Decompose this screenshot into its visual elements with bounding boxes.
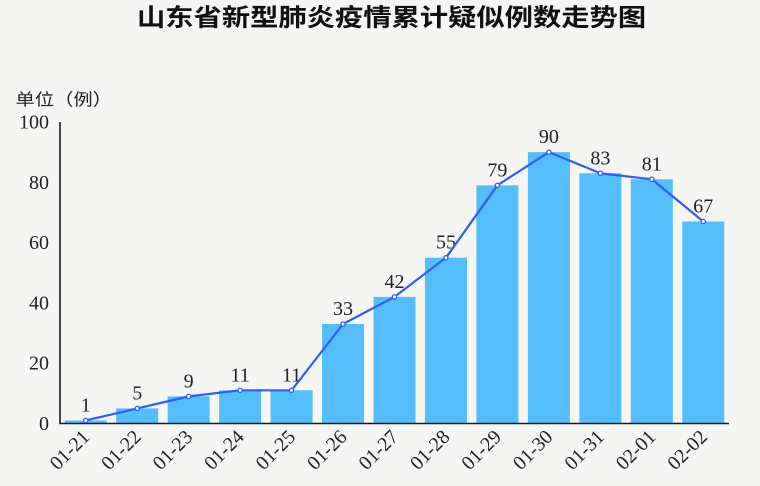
svg-text:40: 40 bbox=[29, 292, 49, 314]
svg-text:100: 100 bbox=[19, 112, 49, 134]
svg-text:5: 5 bbox=[132, 382, 142, 404]
svg-text:0: 0 bbox=[39, 413, 49, 435]
svg-text:55: 55 bbox=[436, 232, 456, 254]
svg-text:79: 79 bbox=[487, 159, 507, 181]
svg-text:80: 80 bbox=[29, 172, 49, 194]
svg-text:60: 60 bbox=[29, 232, 49, 254]
svg-text:83: 83 bbox=[590, 147, 610, 169]
svg-text:81: 81 bbox=[642, 153, 662, 175]
svg-text:20: 20 bbox=[29, 353, 49, 375]
svg-text:1: 1 bbox=[81, 394, 91, 416]
svg-text:67: 67 bbox=[693, 196, 713, 218]
svg-text:11: 11 bbox=[230, 364, 249, 386]
svg-text:90: 90 bbox=[539, 126, 559, 148]
svg-text:42: 42 bbox=[385, 271, 405, 293]
svg-text:9: 9 bbox=[184, 370, 194, 392]
svg-text:11: 11 bbox=[282, 364, 301, 386]
svg-text:33: 33 bbox=[333, 298, 353, 320]
